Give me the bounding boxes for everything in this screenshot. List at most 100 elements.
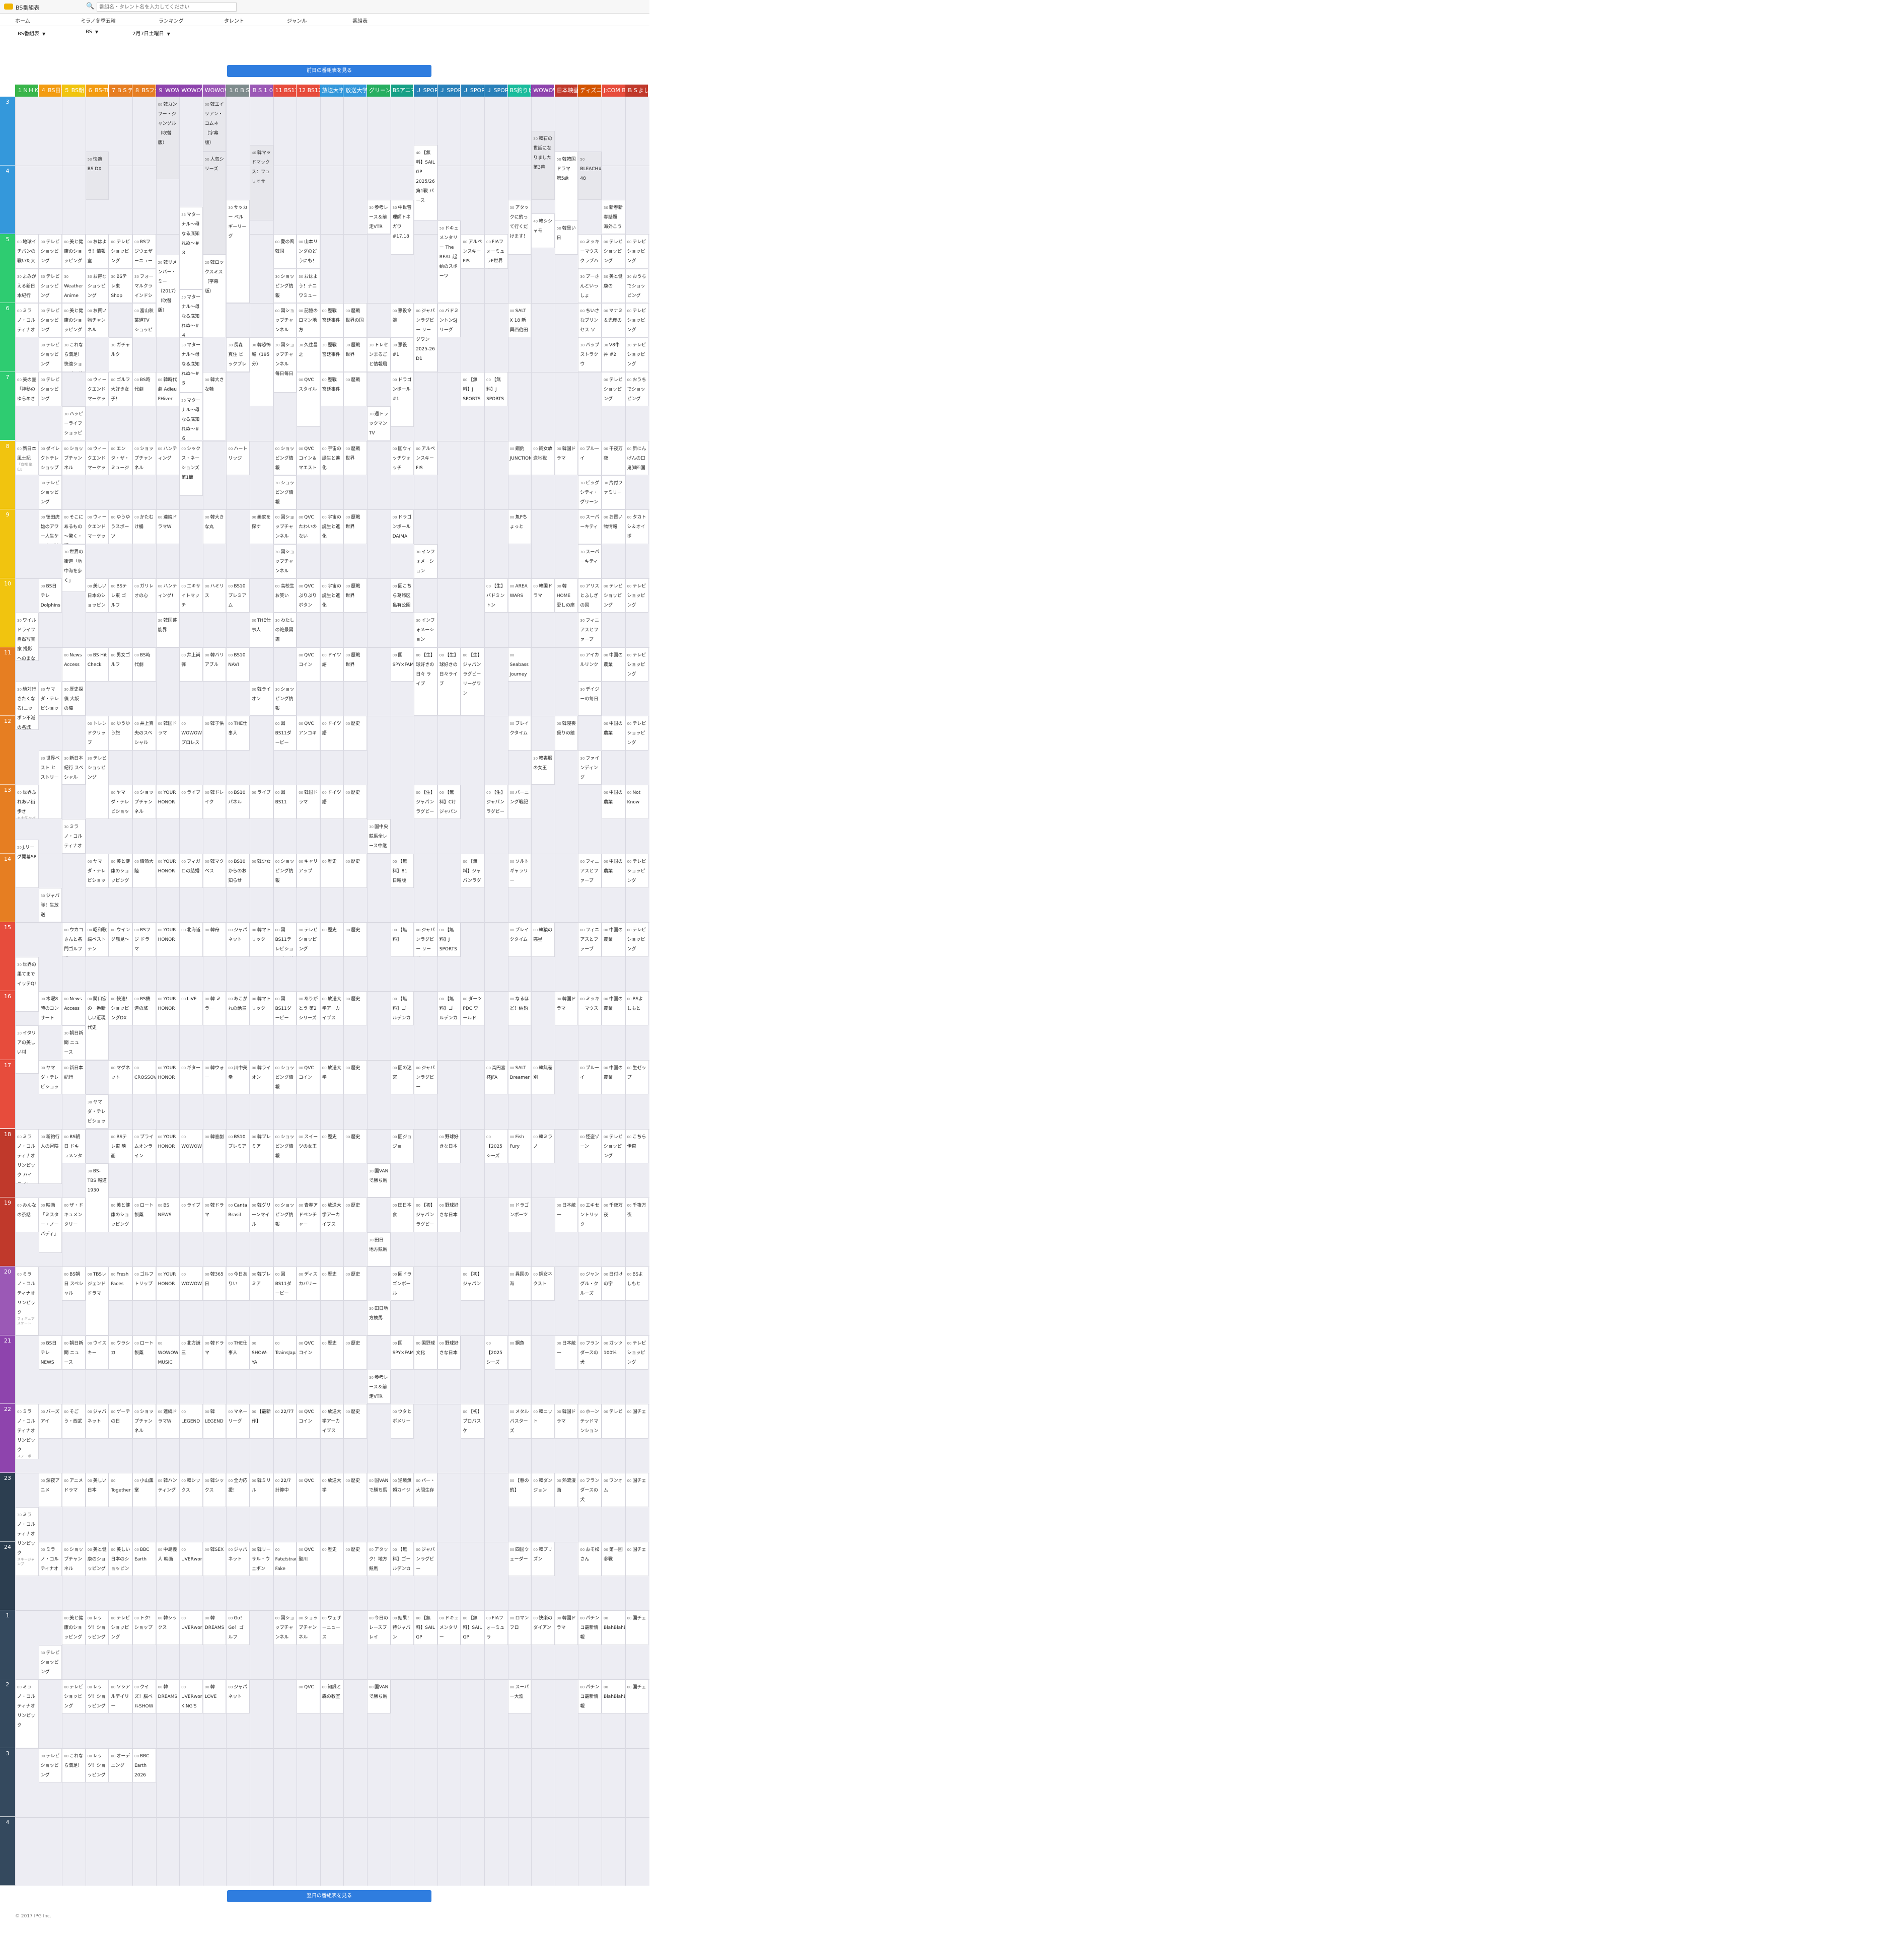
program-cell[interactable]: 00 Fish Fury [507,1129,532,1163]
program-cell[interactable]: 00 THE仕事人 [226,716,250,751]
program-cell[interactable]: 30 テレビショッピング [38,1645,62,1680]
program-cell[interactable]: 00 結果！特ジャパン [390,1610,414,1645]
program-cell[interactable]: 00 THE仕事人 [226,1335,250,1370]
program-cell[interactable]: 00 Fresh Faces [109,1266,132,1301]
program-cell[interactable]: 00 歴戦 宮廷事件 [320,371,344,407]
program-cell[interactable]: 00 歴史 [343,1129,367,1163]
program-cell[interactable]: 00 中国の農業 [602,853,625,888]
channel-tab[interactable]: ＢＳよしもと [625,85,648,97]
program-cell[interactable]: 00 ザ・ドキュメンタリー [62,1198,86,1232]
program-cell[interactable]: 00 ハミリス [202,578,227,613]
program-cell[interactable]: 00 YOUR HONOR [156,922,180,957]
channel-tab[interactable]: ディズニーch [578,85,601,97]
program-cell[interactable]: 00 ジャパネット [85,1404,109,1439]
program-cell[interactable]: 00 新釣行人の冒険 [38,1129,62,1184]
program-cell[interactable]: 00 韓少女 [250,853,273,888]
program-cell[interactable]: 00LEGEND [179,1404,203,1439]
program-cell[interactable]: 00 YOUR HONOR [156,1129,180,1163]
program-cell[interactable]: 00 ゆうゆうスポーツ [109,509,132,544]
nav-program-guide[interactable]: 番組表 [352,19,368,24]
program-cell[interactable]: 00 韓エイリアン・コムネ（字幕版） [202,97,227,152]
program-cell[interactable]: 00 テレビショッピング [38,371,62,407]
program-cell[interactable]: 00 ショップチャンネル [132,440,156,475]
program-cell[interactable]: 00 BS10プレミア [226,1129,250,1163]
program-cell[interactable]: 00 【生】球好きの日々ライブ [437,647,461,716]
program-cell[interactable]: 00 【生】球好きの日々 ライブ [414,647,437,716]
program-cell[interactable]: 00 BS NEWS [156,1198,180,1232]
program-cell[interactable]: 30 久住昌之 [297,337,320,372]
program-cell[interactable]: 00 図ショップチャンネル [273,303,297,338]
program-cell[interactable]: 00 ミッキーマウス [578,991,602,1026]
program-cell[interactable]: 00 韓国ドラマ [554,991,578,1026]
program-cell[interactable]: 00TrainsJapan [273,1335,297,1370]
program-cell[interactable]: 00 ブレイクタイム [507,716,532,751]
program-cell[interactable]: 00【無料】Cけジャパンラグビー [437,785,461,819]
program-cell[interactable]: 00 ショップチャンネル [132,785,156,819]
program-cell[interactable]: 00 囲ジョジョ [390,1129,414,1163]
program-cell[interactable]: 00 SALT X 18 新興西伯田 [507,303,532,338]
program-cell[interactable]: 00 韓マトリック [250,991,273,1026]
program-cell[interactable]: 00 テレビショッピング [62,1679,86,1714]
program-cell[interactable]: 00 ジャングル・クルーズ [578,1266,602,1301]
program-cell[interactable]: 00 囲ドラゴンボール [390,1266,414,1301]
program-cell[interactable]: 00 小山薫堂 [132,1473,156,1508]
program-cell[interactable]: 00 知識と森の教室 [320,1679,344,1714]
program-cell[interactable]: 30 国中央競馬全レース中継 [367,819,391,854]
program-cell[interactable]: 00 ハートリッジ [226,440,250,475]
program-cell[interactable]: 00 韓国ドラマ [531,578,555,613]
program-cell[interactable]: 00 テレビショッピング [625,922,649,957]
program-cell[interactable]: 00WOWOW MUSIC [156,1335,180,1370]
program-cell[interactable]: 30 新日本紀行 スペシャル [62,750,86,785]
program-cell[interactable]: 00 ハンティング [156,440,180,475]
program-cell[interactable]: 00 歴史 [343,1541,367,1577]
channel-tab[interactable]: グリーンチャンネル [367,85,390,97]
program-cell[interactable]: 00 韓ハンティング [156,1473,180,1508]
program-cell[interactable]: 00 韓カンフー・ジャングル（吹替版） [156,97,180,180]
program-cell[interactable]: 00 ショッピング情報 [273,1198,297,1232]
program-cell[interactable]: 00 中国の農業 [602,647,625,682]
program-cell[interactable]: 00 歴戦 世界 [343,647,367,682]
program-cell[interactable]: 00 【生】ジャパンラグビー [484,785,508,819]
program-cell[interactable]: 00 韓グリーンマイル [250,1198,273,1232]
program-cell[interactable]: 00 ウイスキー [85,1335,109,1370]
program-cell[interactable]: 30 ショッピング情報 [273,268,297,304]
channel-tab[interactable]: WOWOWプラス [531,85,554,97]
program-cell[interactable]: 00 BSよしもと [625,1266,649,1301]
program-cell[interactable]: 00UVERworld [179,1541,203,1577]
program-cell[interactable]: 00 ゲーテの日 [109,1404,132,1439]
program-cell[interactable]: 00 QVC コイン [297,647,320,682]
program-cell[interactable]: 00 歴史 [343,1335,367,1370]
program-cell[interactable]: 00 歴史 [343,922,367,957]
program-cell[interactable]: 30 BSテレ東Shop [109,268,132,304]
channel-tab[interactable]: １ＮＨＫ ＢＳ [15,85,38,97]
program-cell[interactable]: 30 国VAN で勝ち馬 [367,1163,391,1198]
program-cell[interactable]: 50 快適BS DX [85,152,109,200]
program-cell[interactable]: 00 テレビショッピング [625,578,649,613]
program-cell[interactable]: 00 宇宙の誕生と進化 [320,509,344,544]
program-cell[interactable]: 00 韓ニット [531,1404,555,1439]
program-cell[interactable]: 00 韓プリズン [531,1541,555,1577]
program-cell[interactable]: 00 歴史 [343,1404,367,1439]
program-cell[interactable]: 00 テレビショッピング [109,234,132,269]
program-cell[interactable]: 30 ガチャルク [109,337,132,372]
program-cell[interactable]: 30 BS-TBS 報道1930 [85,1163,109,1232]
program-cell[interactable]: 00 ブルーイ [578,440,602,475]
program-cell[interactable]: 30 THE仕事人 [250,613,273,647]
program-cell[interactable]: 30 世界ベスト ヒストリー [38,750,62,819]
program-cell[interactable]: 00 ダーツ PDC ワールド [461,991,484,1026]
channel-tab[interactable]: Ｊ SPORTS 3 [461,85,484,97]
program-cell[interactable]: 00 ソシアルデイリー [109,1679,132,1714]
logo-icon[interactable] [4,4,13,10]
program-cell[interactable]: 00 韓ミリル [250,1473,273,1508]
program-cell[interactable]: 40 韓シシャモ [531,213,555,248]
program-cell[interactable]: 00 【無料】SAIL GP [461,1610,484,1645]
program-cell[interactable]: 00 ウタとポメリー [390,1404,414,1439]
program-cell[interactable]: 00 韓ミラノ [531,1129,555,1163]
